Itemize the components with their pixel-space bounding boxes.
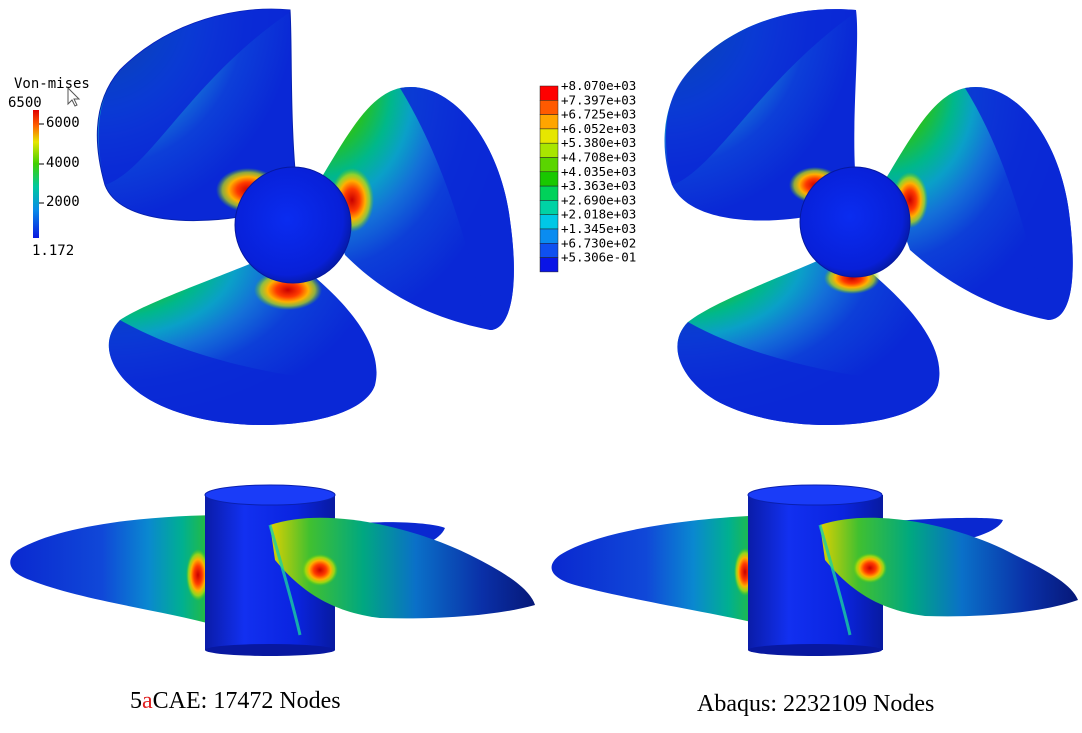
legend-label: +6.052e+03 [561, 121, 636, 136]
colorbar-title: Von-mises [14, 76, 90, 92]
legend-swatch [539, 200, 559, 215]
legend-swatch [539, 114, 559, 130]
von-mises-colorbar [33, 86, 81, 238]
legend-label: +7.397e+03 [561, 92, 636, 107]
legend-swatch [539, 257, 559, 273]
discrete-stress-legend: +8.070e+03+7.397e+03+6.725e+03+6.052e+03… [539, 78, 636, 273]
legend-swatch [539, 128, 559, 144]
hub [234, 166, 352, 284]
legend-label: +4.035e+03 [561, 164, 636, 179]
legend-swatch [539, 100, 559, 115]
legend-label: +5.380e+03 [561, 135, 636, 150]
blade-right [270, 517, 535, 619]
legend-swatch [539, 185, 559, 201]
top-left-propeller [96, 8, 514, 426]
colorbar-min-label: 1.172 [32, 243, 75, 259]
left-caption: 5aCAE: 17472 Nodes [130, 688, 341, 715]
colorbar-tick-6000: 6000 [46, 115, 80, 131]
legend-swatch [539, 142, 559, 158]
legend-label: +2.690e+03 [561, 192, 636, 207]
legend-swatch [539, 214, 559, 230]
colorbar-tick-2000: 2000 [46, 194, 80, 210]
right-caption: Abaqus: 2232109 Nodes [697, 691, 935, 717]
blade-left [10, 515, 240, 629]
top-right-propeller [664, 9, 1073, 426]
left-caption-rest: CAE: 17472 Nodes [152, 688, 341, 714]
bottom-right-side-view [551, 484, 1078, 656]
legend-swatch [539, 171, 559, 187]
cursor-icon [67, 86, 81, 107]
legend-label: +1.345e+03 [561, 221, 636, 236]
blade-right [820, 517, 1078, 617]
legend-swatch [539, 85, 559, 101]
legend-label: +5.306e-01 [561, 250, 636, 265]
legend-label: +8.070e+03 [561, 78, 636, 93]
colorbar-tick-4000: 4000 [46, 155, 80, 171]
legend-label: +4.708e+03 [561, 150, 636, 165]
bottom-left-side-view [10, 484, 535, 656]
legend-label: +3.363e+03 [561, 178, 636, 193]
colorbar-max-label: 6500 [8, 95, 42, 111]
left-caption-prefix: 5 [130, 688, 142, 714]
legend-label: +6.730e+02 [561, 235, 636, 250]
legend-swatch [539, 228, 559, 244]
legend-label: +2.018e+03 [561, 207, 636, 222]
legend-swatch [539, 243, 559, 258]
legend-label: +6.725e+03 [561, 107, 636, 122]
blade-left [551, 515, 788, 629]
legend-swatch [539, 157, 559, 173]
left-caption-highlight: a [142, 688, 153, 714]
hub [799, 166, 911, 278]
